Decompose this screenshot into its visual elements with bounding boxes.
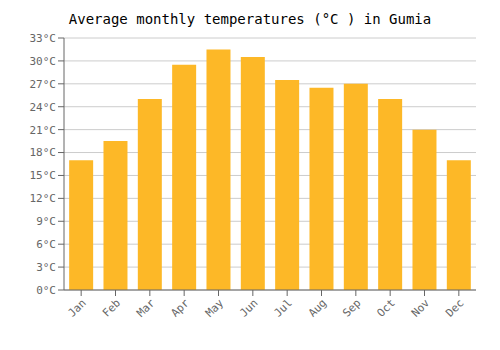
svg-text:Jun: Jun <box>237 296 260 319</box>
svg-text:24°C: 24°C <box>30 101 57 114</box>
svg-text:18°C: 18°C <box>30 146 57 159</box>
svg-text:12°C: 12°C <box>30 192 57 205</box>
svg-text:Jan: Jan <box>66 296 89 319</box>
svg-text:33°C: 33°C <box>30 32 57 45</box>
svg-text:May: May <box>203 296 227 320</box>
svg-text:15°C: 15°C <box>30 169 57 182</box>
svg-text:Oct: Oct <box>375 296 398 319</box>
svg-text:Sep: Sep <box>340 296 363 319</box>
svg-text:Dec: Dec <box>443 296 466 319</box>
svg-text:30°C: 30°C <box>30 55 57 68</box>
svg-text:0°C: 0°C <box>36 284 56 297</box>
svg-text:Apr: Apr <box>169 296 193 320</box>
svg-text:3°C: 3°C <box>36 261 56 274</box>
svg-text:21°C: 21°C <box>30 124 57 137</box>
svg-text:Feb: Feb <box>100 296 123 319</box>
svg-text:Jul: Jul <box>272 296 295 319</box>
html-text:Average monthly temperatures (: Average monthly temperatures (°C ) in Gu… <box>68 11 432 27</box>
svg-text:6°C: 6°C <box>36 238 56 251</box>
svg-text:27°C: 27°C <box>30 78 57 91</box>
svg-text:Aug: Aug <box>306 296 329 319</box>
svg-text:Nov: Nov <box>409 296 433 320</box>
svg-text:9°C: 9°C <box>36 215 56 228</box>
svg-text:Mar: Mar <box>134 296 158 320</box>
